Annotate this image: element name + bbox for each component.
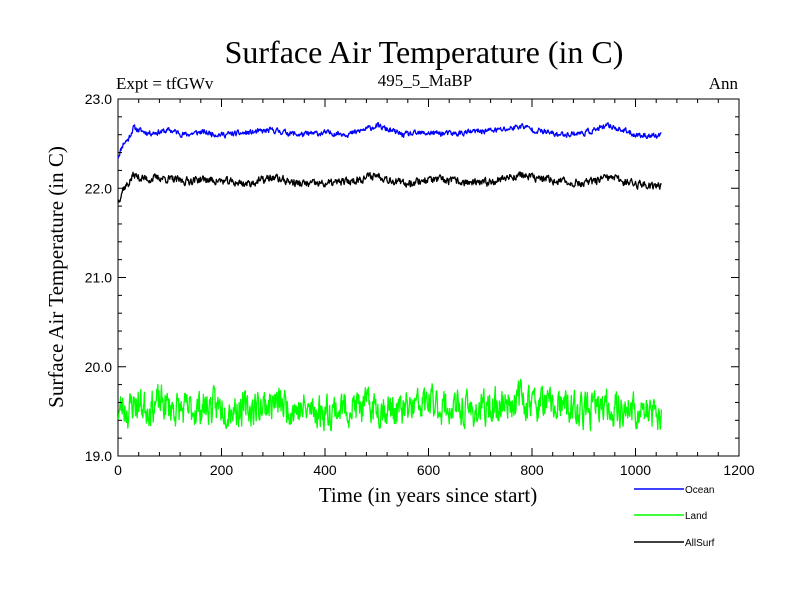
x-tick-label: 1000 bbox=[620, 462, 651, 478]
y-tick-label: 22.0 bbox=[85, 180, 112, 196]
chart-title: Surface Air Temperature (in C) bbox=[225, 34, 624, 70]
x-tick-label: 200 bbox=[210, 462, 234, 478]
season-label: Ann bbox=[709, 74, 739, 93]
legend-label-land: Land bbox=[685, 511, 707, 522]
y-axis-label: Surface Air Temperature (in C) bbox=[44, 146, 68, 408]
series-line-land bbox=[117, 378, 663, 432]
y-tick-label: 20.0 bbox=[85, 359, 112, 375]
x-tick-label: 600 bbox=[417, 462, 441, 478]
x-tick-label: 400 bbox=[313, 462, 337, 478]
experiment-label: Expt = tfGWv bbox=[116, 74, 214, 93]
x-tick-label: 800 bbox=[520, 462, 544, 478]
y-tick-label: 21.0 bbox=[85, 270, 112, 286]
series-line-allsurf bbox=[117, 171, 662, 204]
legend: Ocean Land AllSurf bbox=[634, 485, 715, 549]
x-axis-label: Time (in years since start) bbox=[319, 483, 538, 507]
legend-label-allsurf: AllSurf bbox=[685, 538, 715, 549]
y-tick-label: 23.0 bbox=[85, 91, 112, 107]
legend-label-ocean: Ocean bbox=[685, 485, 714, 496]
y-tick-label: 19.0 bbox=[85, 448, 112, 464]
chart-subtitle: 495_5_MaBP bbox=[378, 71, 472, 90]
series-group bbox=[117, 121, 663, 432]
x-tick-label: 0 bbox=[114, 462, 122, 478]
x-tick-label: 1200 bbox=[723, 462, 754, 478]
ticks-group: 0 200 400 600 800 1000 1200 19.0 20.0 21.0 22.0 23.… bbox=[85, 91, 755, 478]
series-line-ocean bbox=[117, 121, 662, 159]
